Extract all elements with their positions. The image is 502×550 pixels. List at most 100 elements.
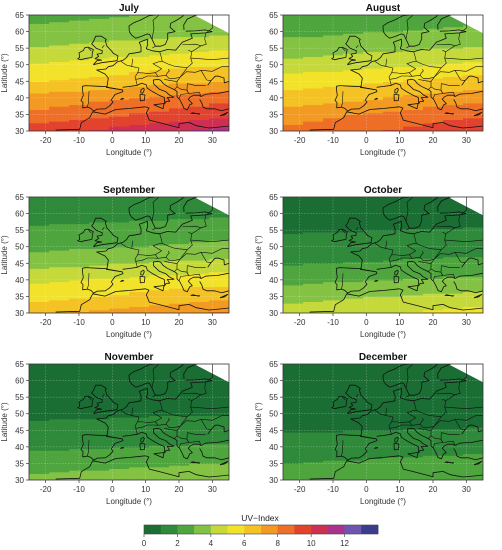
heat-cell (343, 197, 364, 200)
heat-cell (169, 271, 190, 274)
heat-cell (323, 241, 344, 244)
heat-cell (323, 415, 344, 418)
heat-cell (323, 129, 344, 131)
heat-cell (343, 441, 364, 445)
heat-cell (283, 413, 304, 416)
heat-cell (443, 402, 464, 405)
heat-cell (189, 121, 210, 124)
heat-cell (189, 206, 210, 210)
heat-cell (363, 263, 384, 266)
heat-cell (49, 230, 70, 233)
heat-cell (189, 96, 210, 99)
heat-cell (149, 198, 170, 201)
heat-cell (189, 89, 210, 92)
heat-cell (69, 26, 90, 29)
heat-cell (89, 26, 110, 29)
heat-cell (363, 256, 384, 259)
x-tick-label: 10 (395, 485, 404, 494)
heat-cell (403, 121, 424, 124)
heat-cell (463, 291, 483, 294)
heat-cell (343, 124, 364, 127)
heat-cell (89, 364, 110, 367)
heat-cell (129, 271, 150, 274)
heat-cell (89, 387, 110, 390)
heat-cell (303, 294, 324, 298)
heat-cell (89, 119, 110, 122)
heat-cell (129, 216, 150, 220)
heat-cell (169, 259, 190, 263)
heat-cell (89, 373, 110, 377)
heat-cell (209, 392, 229, 395)
heat-cell (29, 405, 50, 408)
heat-cell (463, 77, 483, 81)
heat-cell (383, 448, 404, 451)
y-tick-label: 35 (15, 459, 24, 468)
heat-cell (89, 66, 110, 69)
heat-cell (423, 215, 444, 218)
heat-cell (49, 220, 70, 223)
y-tick-label: 55 (15, 226, 24, 235)
heat-cell (169, 465, 190, 468)
heat-cell (443, 458, 464, 461)
heat-cell (443, 213, 464, 216)
heat-cell (69, 367, 90, 370)
heat-cell (443, 309, 464, 312)
heat-cell (29, 51, 50, 54)
heat-cell (129, 238, 150, 241)
heat-cell (383, 66, 404, 69)
heat-cell (363, 380, 384, 383)
heat-cell (129, 84, 150, 87)
heat-cell (383, 253, 404, 256)
heat-cell (303, 36, 324, 39)
heat-cell (149, 28, 170, 31)
heat-cell (49, 91, 70, 94)
heat-cell (423, 94, 444, 97)
heat-cell (323, 68, 344, 71)
heat-cell (89, 116, 110, 119)
heat-cell (149, 36, 170, 39)
heat-cell (169, 208, 190, 211)
heat-cell (323, 74, 344, 77)
heat-cell (29, 450, 50, 453)
heat-cell (383, 397, 404, 400)
heat-cell (209, 211, 229, 215)
heat-cell (463, 383, 483, 387)
heat-cell (383, 218, 404, 221)
y-tick-label: 65 (15, 193, 24, 202)
heat-cell (189, 367, 210, 370)
heat-cell (149, 236, 170, 240)
heat-cell (383, 197, 404, 200)
heat-cell (283, 251, 304, 254)
heat-cell (283, 306, 304, 309)
heat-cell (49, 269, 70, 273)
heat-cell (343, 428, 364, 431)
heat-cell (89, 293, 110, 296)
heat-cell (443, 28, 464, 31)
panel-title: October (364, 185, 402, 196)
heat-cell (109, 228, 130, 231)
heat-cell (109, 465, 130, 468)
heat-cell (129, 286, 150, 289)
coastlines (55, 15, 229, 131)
heat-cell (89, 455, 110, 458)
heat-cell (89, 308, 110, 311)
heat-cell (29, 463, 50, 466)
heat-cell (403, 96, 424, 99)
heat-cell (283, 308, 304, 311)
heat-cell (69, 418, 90, 421)
heat-cell (283, 43, 304, 46)
heat-cell (463, 298, 483, 301)
heat-cell (423, 461, 444, 465)
heat-cell (49, 112, 70, 116)
heat-cell (29, 213, 50, 216)
heat-cell (383, 104, 404, 107)
heat-cell (89, 423, 110, 426)
heat-cell (363, 49, 384, 53)
heat-cell (169, 440, 190, 443)
heat-cell (303, 63, 324, 66)
heat-cell (209, 245, 229, 248)
heat-cell (283, 278, 304, 281)
heat-cell (443, 66, 464, 69)
heat-cell (49, 34, 70, 38)
heat-cell (109, 299, 130, 302)
